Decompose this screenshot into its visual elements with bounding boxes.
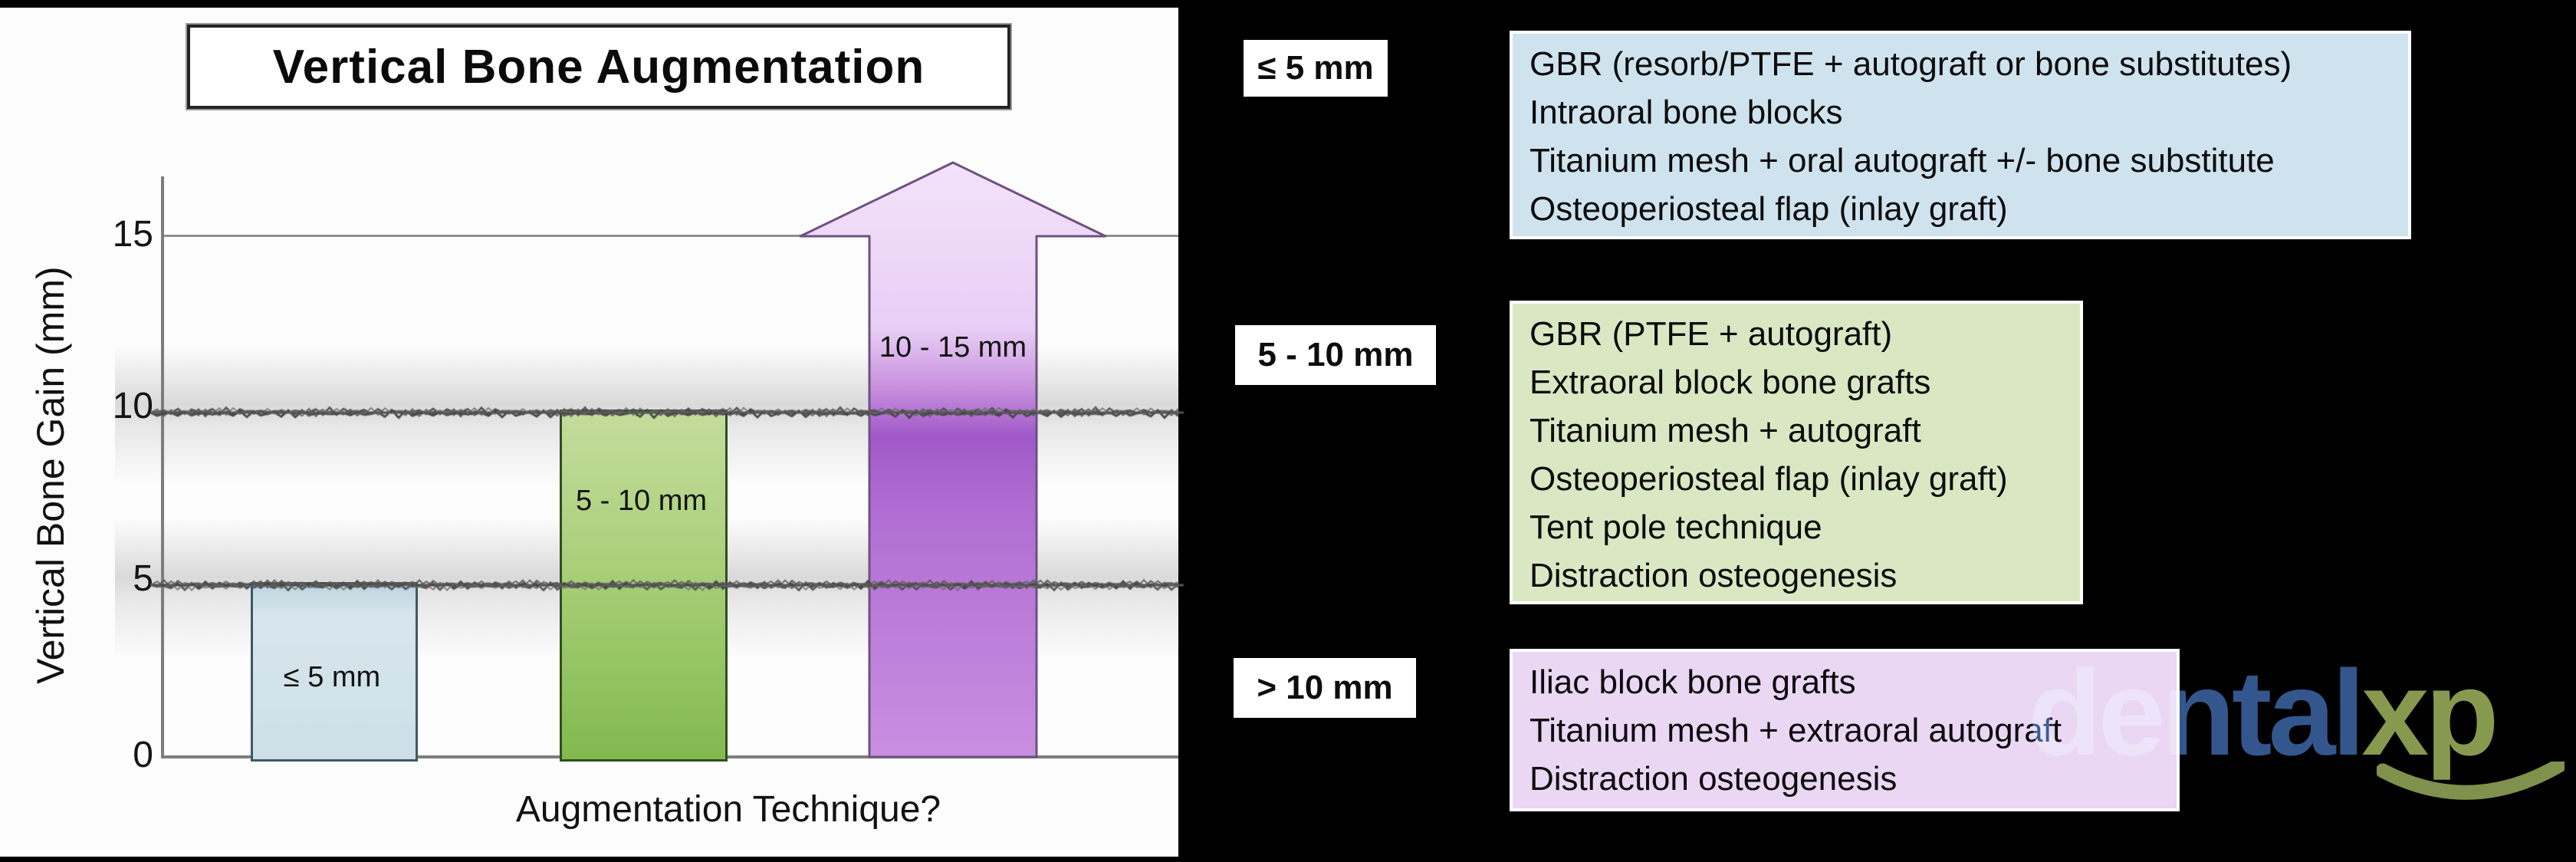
bar-le-5mm [251, 582, 418, 762]
technique-item: Osteoperiosteal flap (inlay graft) [1530, 190, 2008, 228]
technique-item: Titanium mesh + extraoral autograft [1530, 712, 2062, 749]
bar-label-10-15mm: 10 - 15 mm [879, 331, 1027, 364]
range-label-text: 5 - 10 mm [1257, 336, 1414, 373]
technique-item: GBR (resorb/PTFE + autograft or bone sub… [1530, 45, 2292, 83]
logo-dental-text: dental [2028, 646, 2365, 781]
dentalxp-logo: dentalxp [2028, 650, 2576, 857]
tick-label-5: 5 [133, 558, 153, 599]
tick-label-10: 10 [112, 386, 153, 426]
technique-item: GBR (PTFE + autograft) [1530, 315, 1893, 353]
arrow-10-15mm [799, 161, 1107, 758]
y-axis-line [161, 176, 164, 757]
chart-title: Vertical Bone Augmentation [272, 40, 925, 94]
technique-item: Tent pole technique [1530, 508, 1822, 546]
tick-label-15: 15 [112, 214, 153, 255]
logo-smile-icon [2377, 762, 2564, 800]
technique-item: Osteoperiosteal flap (inlay graft) [1530, 460, 2008, 498]
technique-item: Titanium mesh + oral autograft +/- bone … [1530, 142, 2275, 179]
technique-item: Distraction osteogenesis [1530, 760, 1898, 798]
x-axis-label: Augmentation Technique? [515, 789, 941, 830]
technique-box-le-5mm: GBR (resorb/PTFE + autograft or bone sub… [1510, 31, 2411, 239]
technique-box-5-10mm: GBR (PTFE + autograft) Extraoral block b… [1510, 301, 2083, 604]
technique-item: Titanium mesh + autograft [1530, 412, 1921, 449]
range-label-5-10mm: 5 - 10 mm [1235, 325, 1436, 385]
range-label-le-5mm: ≤ 5 mm [1244, 40, 1388, 97]
tick-label-0: 0 [133, 735, 153, 775]
range-label-text: > 10 mm [1257, 669, 1393, 706]
bar-label-5-10mm: 5 - 10 mm [575, 485, 708, 517]
technique-item: Extraoral block bone grafts [1530, 364, 1931, 401]
technique-item: Intraoral bone blocks [1530, 94, 1843, 131]
bone-level-scribble-5mm [150, 578, 1184, 592]
bone-level-scribble-10mm [150, 406, 1184, 419]
logo-xp-text: xp [2361, 646, 2499, 781]
range-label-gt-10mm: > 10 mm [1234, 658, 1416, 718]
bar-label-le-5mm: ≤ 5 mm [283, 661, 381, 693]
y-axis-label: Vertical Bone Gain (mm) [29, 266, 72, 685]
technique-box-gt-10mm: Iliac block bone grafts Titanium mesh + … [1510, 649, 2180, 811]
technique-item: Iliac block bone grafts [1530, 663, 1856, 701]
technique-item: Distraction osteogenesis [1530, 557, 1898, 594]
gridline-15mm [164, 235, 1178, 237]
chart-title-box: Vertical Bone Augmentation [187, 25, 1010, 109]
range-label-text: ≤ 5 mm [1257, 49, 1374, 87]
chart-panel: Vertical Bone Augmentation Vertical Bone… [0, 8, 1184, 857]
